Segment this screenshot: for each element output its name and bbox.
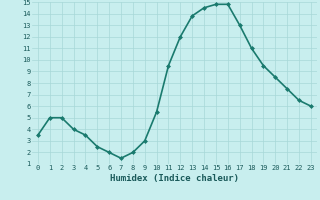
X-axis label: Humidex (Indice chaleur): Humidex (Indice chaleur) <box>110 174 239 183</box>
